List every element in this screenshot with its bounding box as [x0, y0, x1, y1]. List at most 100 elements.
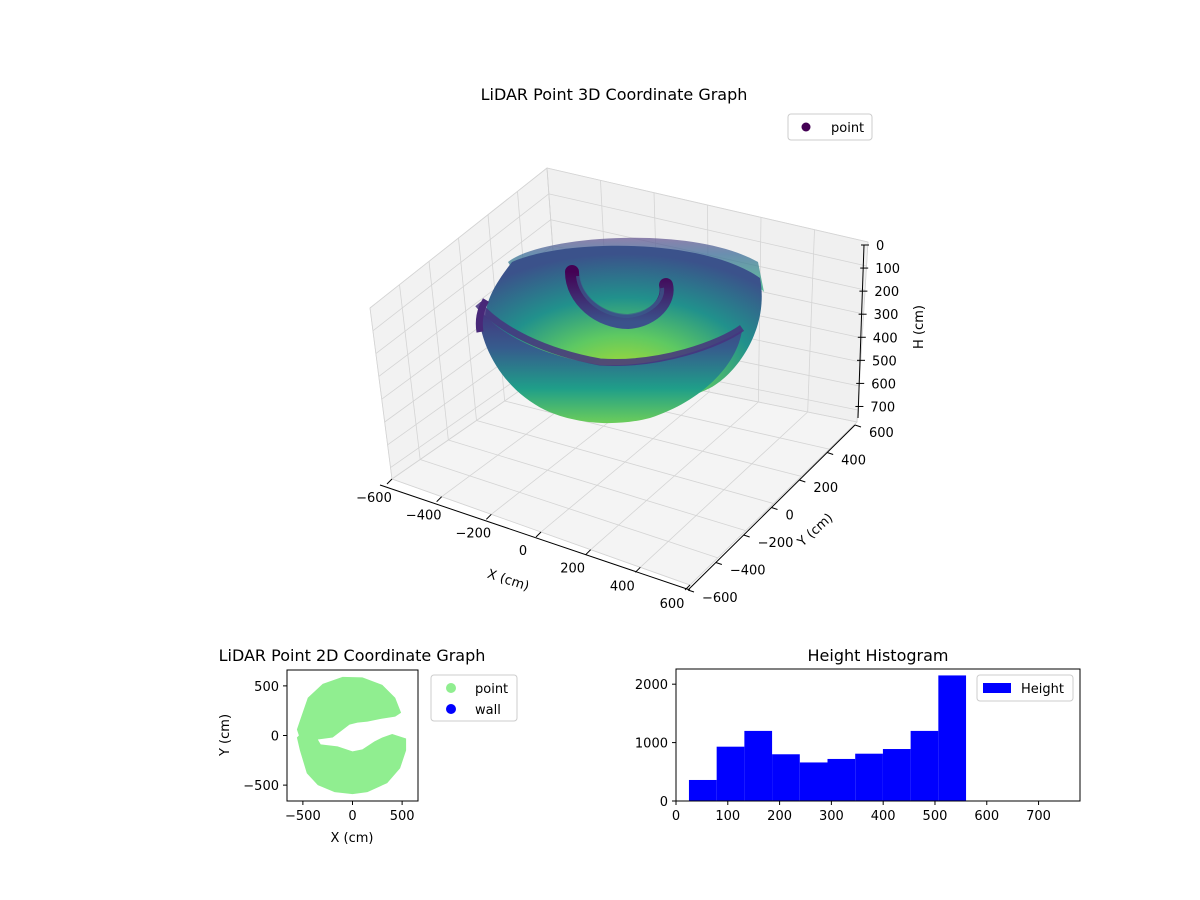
- histogram-bar: [827, 758, 856, 801]
- grid-line-y-wall: [458, 237, 477, 421]
- x-tick-label-hist: 200: [767, 809, 792, 824]
- x-tick-label-2d: 0: [348, 809, 356, 824]
- legend-point-marker: [446, 683, 456, 693]
- x-tick: [436, 496, 443, 503]
- x-tick: [585, 549, 592, 556]
- legend-histogram: Height: [976, 674, 1074, 702]
- grid-line-y-wall: [428, 261, 449, 441]
- y-axis-label: Y (cm): [794, 511, 836, 551]
- histogram-bar: [716, 746, 745, 801]
- grid-line-z-right: [546, 167, 869, 243]
- y-tick-label-2d: 500: [254, 680, 279, 695]
- y-tick-label: 400: [841, 454, 866, 469]
- y-tick: [827, 452, 834, 455]
- x-axis-label: X (cm): [485, 567, 531, 595]
- chart-3d-title: LiDAR Point 3D Coordinate Graph: [481, 85, 748, 104]
- point-region: [296, 676, 407, 795]
- legend-3d-box: [787, 113, 873, 141]
- histogram-bar: [799, 762, 828, 801]
- histogram-bar: [744, 730, 773, 801]
- grid-line-y-floor: [420, 459, 718, 559]
- y-axis-label-2d: Y (cm): [218, 714, 233, 757]
- y-tick-label-hist: 2000: [635, 678, 668, 693]
- y-tick: [743, 534, 750, 538]
- z-tick-label: 500: [872, 354, 897, 369]
- legend-wall-marker: [446, 704, 456, 714]
- y-tick-label: 600: [869, 426, 894, 441]
- y-tick: [771, 507, 778, 510]
- y-tick-label: −400: [730, 564, 766, 579]
- z-tick-label: 200: [874, 285, 899, 300]
- z-axis-line: [857, 244, 865, 419]
- x-tick-label-hist: 500: [923, 809, 948, 824]
- histogram-bar: [855, 753, 883, 801]
- legend-histogram-box: [976, 674, 1074, 702]
- z-tick-label: 700: [870, 400, 895, 415]
- grid-line-y-wall: [369, 307, 393, 480]
- x-axis-label-2d: X (cm): [331, 831, 374, 846]
- y-tick-label: −200: [758, 536, 794, 551]
- y-tick-label: 0: [786, 509, 794, 524]
- y-tick: [687, 589, 695, 593]
- y-tick-label-2d: 0: [271, 730, 279, 745]
- ticks-histogram: 0 100 200 300 400 500 600 700 0 1000 2000: [635, 678, 1051, 824]
- grid-line-y-floor: [476, 420, 774, 504]
- histogram-bars: [688, 675, 967, 801]
- z-tick-label: 0: [876, 239, 884, 254]
- y-tick-label: −600: [702, 591, 738, 606]
- grid-line-z-left: [375, 219, 551, 354]
- x-tick-label: −400: [406, 509, 442, 524]
- legend-wall-label: wall: [475, 703, 501, 718]
- plot-area-histogram: [675, 668, 1081, 802]
- chart-3d: LiDAR Point 3D Coordinate Graph −600 −400…: [356, 85, 927, 612]
- histogram-bar: [938, 675, 967, 801]
- x-tick-label: −600: [356, 491, 392, 506]
- x-axis-line: [379, 484, 691, 591]
- legend-3d-label: point: [831, 121, 864, 136]
- z-tick-label: 400: [873, 331, 898, 346]
- ticks-2d: −500 0 500 −500 0 500: [243, 680, 414, 824]
- y-tick: [799, 479, 806, 483]
- x-tick-label: 400: [610, 579, 635, 594]
- legend-3d: point: [787, 113, 873, 141]
- inner-ring-arc: [565, 265, 674, 330]
- x-tick-label-hist: 0: [672, 809, 680, 824]
- legend-3d-marker: [801, 122, 811, 132]
- x-tick: [485, 513, 492, 520]
- point-cloud: [475, 237, 764, 424]
- grid-line-y-wall: [399, 284, 421, 460]
- z-tick-label: 300: [874, 308, 899, 323]
- bowl-rim-left: [475, 298, 490, 333]
- x-tick-label-2d: −500: [285, 809, 321, 824]
- x-tick-label: 200: [560, 562, 585, 577]
- histogram-bar: [688, 779, 717, 801]
- chart-2d: LiDAR Point 2D Coordinate Graph −500 0 500…: [218, 646, 518, 846]
- inner-ring-arc-highlight: [576, 275, 665, 319]
- chart-histogram: Height Histogram 0 100 200 300 400 500 600 7000…: [635, 646, 1081, 824]
- y-tick: [854, 424, 862, 428]
- histogram-bar: [772, 754, 800, 801]
- bowl-rim-front: [475, 301, 745, 366]
- legend-point-label: point: [475, 682, 508, 697]
- grid-line-z-right: [548, 193, 867, 267]
- x-tick: [684, 584, 691, 591]
- grid-line-y-floor: [448, 439, 746, 532]
- grid-line-x-wall: [807, 229, 815, 413]
- x-tick-label-hist: 400: [871, 809, 896, 824]
- x-tick-label-hist: 700: [1026, 809, 1051, 824]
- legend-height-patch: [983, 683, 1011, 693]
- histogram-bar: [882, 749, 911, 801]
- x-tick-label: 0: [519, 544, 527, 559]
- z-tick-label: 100: [875, 262, 900, 277]
- histogram-title: Height Histogram: [808, 646, 949, 665]
- grid-line-z-left: [369, 167, 548, 309]
- chart-2d-title: LiDAR Point 2D Coordinate Graph: [219, 646, 486, 665]
- legend-2d: point wall: [430, 674, 518, 722]
- histogram-bar: [910, 730, 939, 801]
- z-tick-label: 600: [871, 377, 896, 392]
- y-tick: [715, 562, 722, 565]
- x-tick: [386, 478, 393, 485]
- z-axis-label: H (cm): [912, 305, 927, 349]
- y-tick-label-hist: 1000: [635, 737, 668, 752]
